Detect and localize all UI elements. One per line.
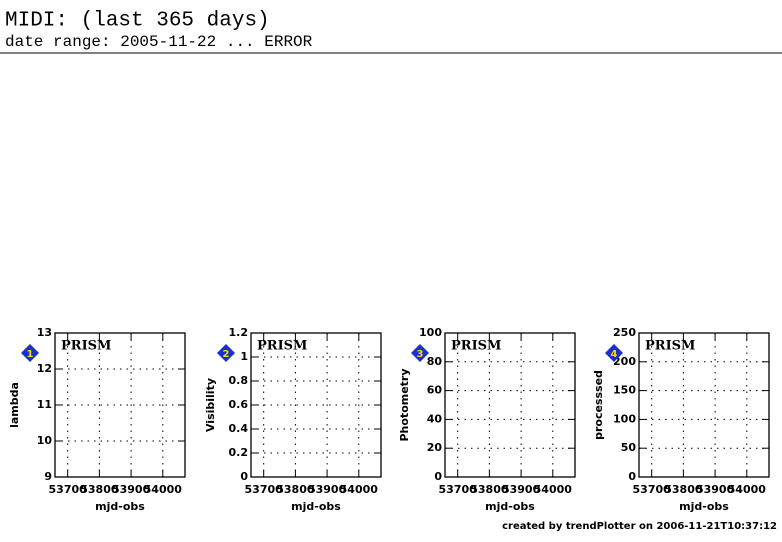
y-tick-label: 0 [628, 470, 636, 483]
y-tick-label: 40 [427, 412, 443, 425]
y-tick-label: 60 [427, 384, 443, 397]
x-axis-label: mjd-obs [679, 500, 729, 513]
x-tick-label: 53800 [276, 483, 315, 496]
y-tick-label: 0.6 [229, 398, 249, 411]
plot-frame [54, 332, 186, 478]
x-tick-label: 53700 [49, 483, 88, 496]
y-tick-label: 0.4 [229, 422, 249, 435]
y-tick-label: 0 [240, 470, 248, 483]
plot-frame [638, 332, 770, 478]
y-tick-label: 200 [613, 355, 636, 368]
x-tick-label: 54000 [340, 483, 379, 496]
panel-label: PRISM [645, 339, 695, 354]
x-axis-label: mjd-obs [485, 500, 535, 513]
badge: 2 [223, 349, 230, 360]
y-axis-label: Visibility [204, 378, 217, 432]
y-tick-label: 0 [434, 470, 442, 483]
x-tick-label: 54000 [534, 483, 573, 496]
badge: 1 [27, 349, 34, 360]
y-tick-label: 20 [427, 441, 443, 454]
y-tick-label: 11 [37, 398, 52, 411]
y-tick-label: 10 [37, 434, 53, 447]
badge-marker [605, 344, 623, 362]
y-tick-label: 80 [427, 355, 443, 368]
x-tick-label: 53700 [245, 483, 284, 496]
plot-frame [250, 332, 382, 478]
x-tick-label: 53700 [439, 483, 478, 496]
badge: 4 [611, 349, 618, 360]
footer: created by trendPlotter on 2006-11-21T10… [502, 521, 777, 532]
y-tick-label: 100 [419, 326, 442, 339]
y-tick-label: 150 [613, 384, 636, 397]
y-tick-label: 1 [240, 350, 248, 363]
x-tick-label: 53800 [470, 483, 509, 496]
y-tick-label: 50 [621, 441, 637, 454]
x-tick-label: 53800 [80, 483, 119, 496]
panel-label: PRISM [451, 339, 501, 354]
y-axis-label: Photometry [398, 368, 411, 441]
badge-marker [217, 344, 235, 362]
page-subtitle: date range: 2005-11-22 ... ERROR [5, 33, 313, 51]
y-tick-label: 13 [37, 326, 52, 339]
y-tick-label: 12 [37, 362, 52, 375]
plot-frame [444, 332, 576, 478]
y-tick-label: 0.2 [229, 446, 249, 459]
y-tick-label: 250 [613, 326, 636, 339]
y-tick-label: 9 [44, 470, 52, 483]
x-axis-label: mjd-obs [95, 500, 145, 513]
panel-label: PRISM [61, 339, 111, 354]
badge: 3 [417, 349, 424, 360]
badge-marker [411, 344, 429, 362]
x-tick-label: 54000 [144, 483, 183, 496]
badge-marker [21, 344, 39, 362]
y-tick-label: 0.8 [229, 374, 249, 387]
y-tick-label: 1.2 [229, 326, 249, 339]
x-tick-label: 53700 [633, 483, 672, 496]
y-axis-label: lambda [8, 382, 21, 428]
x-axis-label: mjd-obs [291, 500, 341, 513]
y-axis-label: processsed [592, 370, 605, 440]
x-tick-label: 53800 [664, 483, 703, 496]
x-tick-label: 53900 [502, 483, 541, 496]
x-tick-label: 53900 [112, 483, 151, 496]
panel-label: PRISM [257, 339, 307, 354]
x-tick-label: 54000 [728, 483, 767, 496]
x-tick-label: 53900 [696, 483, 735, 496]
x-tick-label: 53900 [308, 483, 347, 496]
y-tick-label: 100 [613, 412, 636, 425]
page-title: MIDI: (last 365 days) [5, 10, 270, 33]
